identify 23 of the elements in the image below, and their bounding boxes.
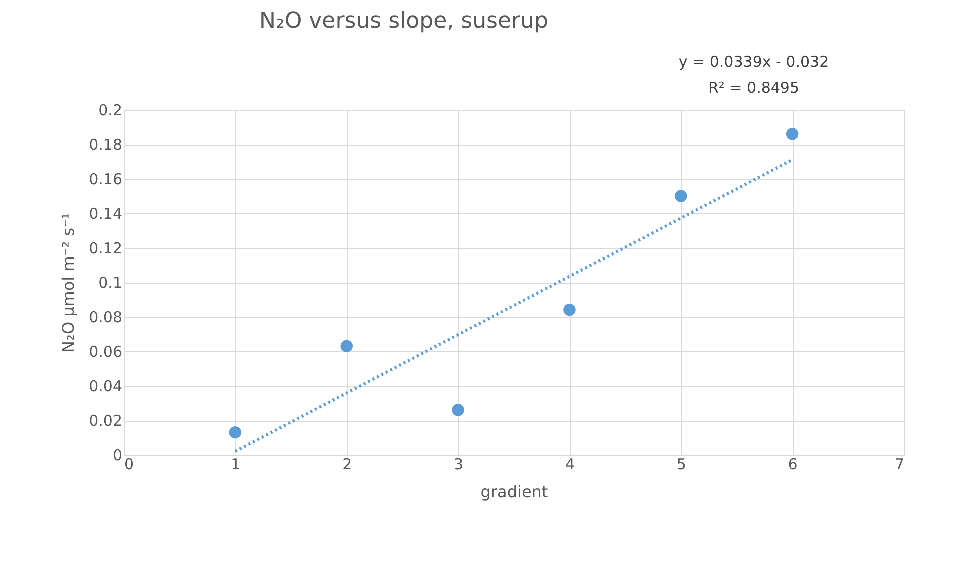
y-tick-label: 0.2 (98, 102, 122, 120)
y-tick-label: 0.08 (89, 308, 122, 326)
y-axis-title: N₂O µmol m⁻² s⁻¹ (59, 213, 78, 353)
y-tick-label: 0.18 (89, 136, 122, 154)
y-tick-label: 0.04 (89, 378, 122, 396)
x-axis-title: gradient (480, 482, 548, 502)
y-tick-label: 0.16 (89, 170, 122, 188)
y-tick-label: 0.12 (89, 240, 122, 258)
y-tick-label: 0.1 (98, 274, 122, 292)
x-tick-label: 2 (342, 456, 352, 474)
x-tick-label: 5 (676, 456, 686, 474)
text: R² = 0.8495 (708, 79, 800, 97)
y-tick-label: 0.06 (89, 343, 122, 361)
y-tick-label: 0.02 (89, 412, 122, 430)
x-tick-label: 4 (565, 456, 575, 474)
x-tick-label: 0 (124, 456, 134, 474)
x-tick-label: 3 (454, 456, 464, 474)
x-tick-label: 1 (231, 456, 241, 474)
y-tick-label: 0.14 (89, 205, 122, 223)
chart-title: N₂O versus slope, suserup (260, 9, 548, 34)
x-tick-label: 6 (788, 456, 798, 474)
x-tick-label: 7 (894, 456, 904, 474)
text: y = 0.0339x - 0.032 (678, 53, 830, 71)
